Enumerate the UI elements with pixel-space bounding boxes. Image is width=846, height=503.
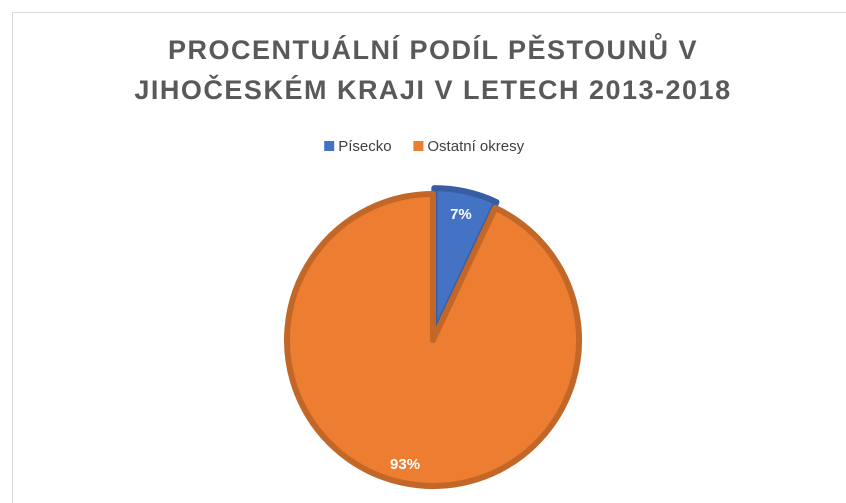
data-label: 7% <box>450 206 472 223</box>
legend-swatch <box>413 141 424 151</box>
legend-swatch <box>324 141 335 151</box>
legend-label: Písecko <box>338 138 391 155</box>
legend-label: Ostatní okresy <box>427 138 524 155</box>
chart-title-line: PROCENTUÁLNÍ PODÍL PĚSTOUNŮ V <box>168 32 698 65</box>
pie-slice <box>284 191 582 489</box>
chart-title-line: JIHOČESKÉM KRAJI V LETECH 2013-2018 <box>134 74 731 105</box>
data-label: 93% <box>390 456 420 473</box>
